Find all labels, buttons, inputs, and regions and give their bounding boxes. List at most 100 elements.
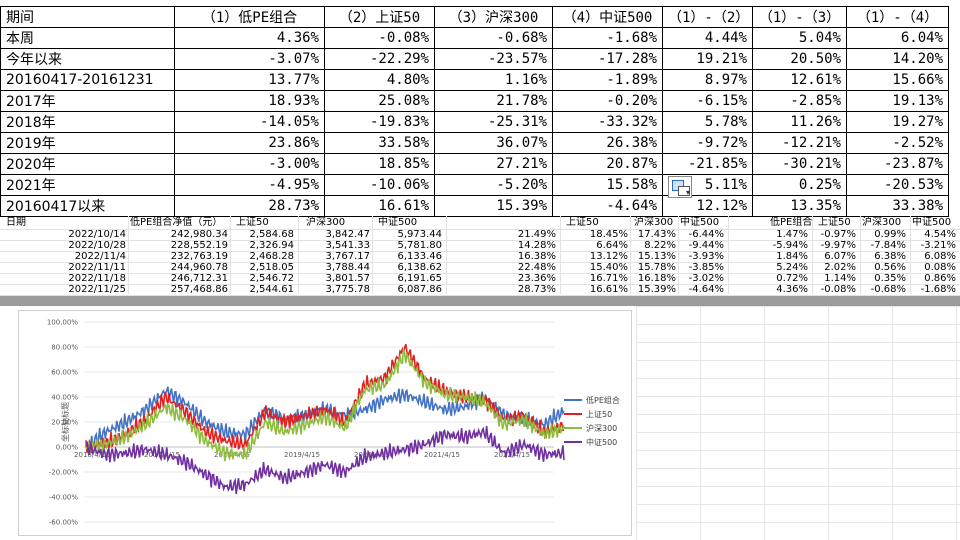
period-cell[interactable]: 20160417-20161231 (1, 70, 175, 91)
return-cell[interactable]: 21.78% (435, 91, 553, 112)
value-cell[interactable]: 3,541.33 (325, 240, 370, 251)
sheet-header-cell[interactable]: 沪深300 (634, 216, 673, 229)
value-cell[interactable]: -3.93% (689, 251, 724, 262)
return-cell[interactable]: 23.86% (175, 133, 325, 154)
value-cell[interactable]: 6.07% (824, 251, 856, 262)
value-cell[interactable]: 6,133.46 (397, 251, 442, 262)
sheet-header-cell[interactable]: 低PE组合 (770, 216, 812, 229)
value-cell[interactable]: 17.43% (638, 229, 676, 240)
return-cell[interactable]: 0.25% (753, 175, 847, 196)
return-cell[interactable]: -21.85% (663, 154, 753, 175)
value-cell[interactable]: 6.38% (874, 251, 906, 262)
return-cell[interactable]: 5.04% (753, 28, 847, 49)
return-cell[interactable]: 14.20% (847, 49, 949, 70)
return-cell[interactable]: 33.38% (847, 196, 949, 217)
value-cell[interactable]: -4.64% (689, 284, 724, 295)
summary-header-cell[interactable]: （3）沪深300 (435, 7, 553, 28)
value-cell[interactable]: -0.97% (821, 229, 856, 240)
period-cell[interactable]: 2017年 (1, 91, 175, 112)
period-cell[interactable]: 今年以来 (1, 49, 175, 70)
return-cell[interactable]: 4.36% (175, 28, 325, 49)
value-cell[interactable]: 3,767.17 (325, 251, 370, 262)
return-cell[interactable]: -33.32% (553, 112, 663, 133)
value-cell[interactable]: -0.68% (871, 284, 906, 295)
value-cell[interactable]: 4.36% (776, 284, 808, 295)
sheet-header-cell[interactable]: 中证500 (680, 216, 719, 229)
return-cell[interactable]: 20.87% (553, 154, 663, 175)
summary-header-cell[interactable]: （1）-（3） (753, 7, 847, 28)
date-cell[interactable]: 2022/10/14 (68, 229, 126, 240)
return-cell[interactable]: -3.00% (175, 154, 325, 175)
value-cell[interactable]: 2,326.94 (249, 240, 294, 251)
period-cell[interactable]: 2021年 (1, 175, 175, 196)
return-cell[interactable]: -6.15% (663, 91, 753, 112)
value-cell[interactable]: 257,468.86 (171, 284, 228, 295)
legend-entry[interactable]: 中证500 (586, 437, 617, 447)
return-cell[interactable]: -9.72% (663, 133, 753, 154)
return-cell[interactable]: 1.16% (435, 70, 553, 91)
value-cell[interactable]: 0.99% (874, 229, 906, 240)
period-cell[interactable]: 本周 (1, 28, 175, 49)
value-cell[interactable]: 3,842.47 (325, 229, 370, 240)
period-cell[interactable]: 20160417以来 (1, 196, 175, 217)
return-cell[interactable]: -4.64% (553, 196, 663, 217)
legend-entry[interactable]: 低PE组合 (586, 395, 620, 405)
value-cell[interactable]: -3.21% (921, 240, 956, 251)
value-cell[interactable]: -7.84% (871, 240, 906, 251)
value-cell[interactable]: 18.45% (590, 229, 628, 240)
return-cell[interactable]: -30.21% (753, 154, 847, 175)
return-cell[interactable]: 33.58% (325, 133, 435, 154)
sheet-header-cell[interactable]: 上证50 (566, 216, 599, 229)
value-cell[interactable]: 22.48% (518, 262, 556, 273)
summary-header-cell[interactable]: （1）低PE组合 (175, 7, 325, 28)
value-cell[interactable]: 5,781.80 (397, 240, 442, 251)
value-cell[interactable]: -5.94% (773, 240, 808, 251)
value-cell[interactable]: 244,960.78 (171, 262, 228, 273)
sheet-header-cell[interactable]: 中证500 (378, 216, 417, 229)
value-cell[interactable]: 15.39% (638, 284, 676, 295)
value-cell[interactable]: -9.44% (689, 240, 724, 251)
return-cell[interactable]: -2.52% (847, 133, 949, 154)
summary-header-cell[interactable]: （1）-（4） (847, 7, 949, 28)
value-cell[interactable]: -3.02% (689, 273, 724, 284)
return-cell[interactable]: -0.20% (553, 91, 663, 112)
return-cell[interactable]: 15.58% (553, 175, 663, 196)
return-cell[interactable]: 16.61% (325, 196, 435, 217)
value-cell[interactable]: 0.35% (874, 273, 906, 284)
return-cell[interactable]: -1.68% (553, 28, 663, 49)
value-cell[interactable]: 13.12% (590, 251, 628, 262)
value-cell[interactable]: 246,712.31 (171, 273, 228, 284)
sheet-header-cell[interactable]: 上证50 (236, 216, 269, 229)
value-cell[interactable]: 6.08% (924, 251, 956, 262)
value-cell[interactable]: 2.02% (824, 262, 856, 273)
return-cell[interactable]: -3.07% (175, 49, 325, 70)
value-cell[interactable]: 1.47% (776, 229, 808, 240)
return-cell[interactable]: 28.73% (175, 196, 325, 217)
cumulative-return-chart[interactable]: 100.00%80.00%60.00%40.00%20.00%0.00%-20.… (18, 310, 632, 536)
value-cell[interactable]: 6,138.62 (397, 262, 442, 273)
value-cell[interactable]: 6,191.65 (397, 273, 442, 284)
value-cell[interactable]: 228,552.19 (171, 240, 228, 251)
value-cell[interactable]: 21.49% (518, 229, 556, 240)
return-cell[interactable]: 11.26% (753, 112, 847, 133)
return-cell[interactable]: 6.04% (847, 28, 949, 49)
value-cell[interactable]: 2,544.61 (249, 284, 294, 295)
sheet-header-cell[interactable]: 中证500 (912, 216, 951, 229)
date-cell[interactable]: 2022/11/4 (75, 251, 126, 262)
value-cell[interactable]: 16.71% (590, 273, 628, 284)
value-cell[interactable]: -9.97% (821, 240, 856, 251)
value-cell[interactable]: 3,788.44 (325, 262, 370, 273)
value-cell[interactable]: 3,801.57 (325, 273, 370, 284)
return-cell[interactable]: -17.28% (553, 49, 663, 70)
return-cell[interactable]: -23.57% (435, 49, 553, 70)
sheet-header-cell[interactable]: 日期 (6, 216, 26, 229)
value-cell[interactable]: 23.36% (518, 273, 556, 284)
return-cell[interactable]: 13.35% (753, 196, 847, 217)
value-cell[interactable]: 3,775.78 (325, 284, 370, 295)
date-cell[interactable]: 2022/11/25 (68, 284, 126, 295)
return-cell[interactable]: 4.80% (325, 70, 435, 91)
return-cell[interactable]: -5.20% (435, 175, 553, 196)
sheet-header-cell[interactable]: 沪深300 (862, 216, 901, 229)
value-cell[interactable]: 0.72% (776, 273, 808, 284)
return-cell[interactable]: -4.95% (175, 175, 325, 196)
